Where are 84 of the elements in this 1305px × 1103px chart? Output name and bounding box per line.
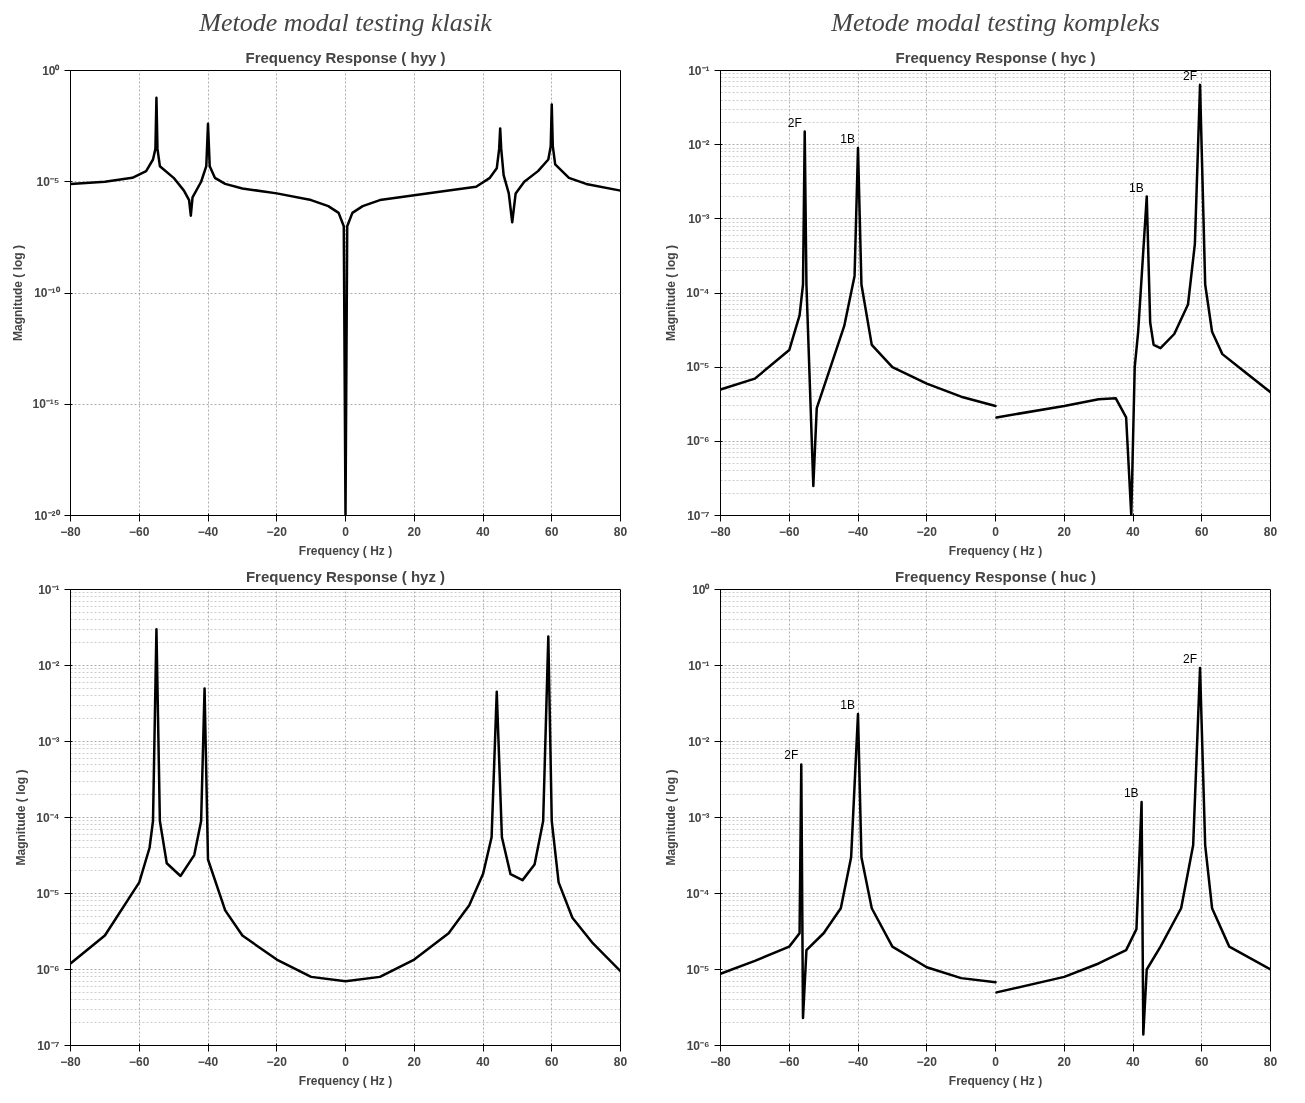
x-tick-label: 20	[407, 1054, 422, 1069]
x-tick-label: −20	[266, 1054, 288, 1069]
chart-subtitle: Frequency Response ( hyc )	[895, 48, 1096, 66]
x-tick-label: −20	[266, 524, 288, 539]
y-tick-label: 10⁻⁷	[37, 1038, 60, 1053]
x-tick-label: −60	[129, 1054, 150, 1069]
x-tick-label: −60	[779, 1054, 800, 1069]
annotation: 1B	[1123, 785, 1139, 800]
x-tick-label: 60	[1195, 1054, 1209, 1069]
x-tick-label: 20	[1057, 524, 1072, 539]
y-tick-label: 10⁻⁵	[36, 174, 60, 189]
x-tick-label: 40	[1126, 524, 1140, 539]
x-tick-label: 40	[476, 524, 490, 539]
chart-title: Metode modal testing kompleks	[830, 7, 1160, 37]
x-tick-label: 0	[342, 1054, 350, 1069]
y-tick-label: 10⁻²	[688, 137, 710, 152]
y-tick-label: 10⁻⁴	[686, 286, 710, 300]
chart-subtitle: Frequency Response ( hyy )	[245, 48, 446, 66]
annotation: 2F	[787, 115, 802, 130]
x-tick-label: −40	[197, 524, 219, 539]
x-axis-title: Frequency ( Hz )	[298, 543, 393, 558]
x-tick-label: 60	[1195, 524, 1209, 539]
x-tick-label: −20	[916, 1054, 938, 1069]
y-tick-label: 10⁻³	[688, 810, 710, 825]
x-axis-title: Frequency ( Hz )	[948, 543, 1043, 558]
y-tick-label: 10⁻⁵	[36, 886, 60, 901]
y-tick-label: 10⁻⁴	[686, 886, 710, 901]
y-tick-label: 10⁻⁵	[686, 962, 710, 977]
x-tick-label: 40	[476, 1054, 490, 1069]
x-tick-label: −80	[710, 1054, 731, 1069]
y-tick-label: 10⁻³	[688, 211, 710, 226]
x-tick-label: 20	[407, 524, 422, 539]
x-tick-label: 40	[1126, 1054, 1140, 1069]
x-axis-title: Frequency ( Hz )	[948, 1073, 1043, 1088]
annotation: 2F	[1183, 68, 1198, 83]
x-tick-label: 80	[1263, 524, 1278, 539]
y-axis-title: Magnitude ( log )	[14, 769, 29, 866]
x-axis-title: Frequency ( Hz )	[298, 1073, 393, 1088]
x-tick-label: −40	[847, 1054, 869, 1069]
annotation: 2F	[784, 748, 799, 763]
x-tick-label: −60	[129, 524, 150, 539]
annotation: 1B	[840, 132, 856, 147]
y-tick-label: 10⁻¹	[688, 658, 710, 673]
x-tick-label: 20	[1057, 1054, 1072, 1069]
x-tick-label: −40	[197, 1054, 219, 1069]
x-tick-label: −80	[60, 524, 81, 539]
y-tick-label: 10⁻²⁰	[34, 508, 61, 523]
y-tick-label: 10⁻⁶	[686, 1038, 710, 1053]
y-tick-label: 10⁰	[42, 63, 61, 78]
y-axis-title: Magnitude ( log )	[664, 769, 679, 866]
x-tick-label: 80	[613, 524, 628, 539]
x-tick-label: 60	[545, 524, 559, 539]
y-tick-label: 10⁻¹⁰	[34, 286, 61, 300]
y-tick-label: 10⁻¹	[38, 582, 60, 597]
y-tick-label: 10⁻¹⁵	[32, 397, 60, 412]
y-tick-label: 10⁻²	[688, 734, 710, 749]
x-tick-label: −20	[916, 524, 938, 539]
y-axis-title: Magnitude ( log )	[10, 245, 25, 341]
x-tick-label: −80	[60, 1054, 81, 1069]
y-tick-label: 10⁻⁴	[36, 810, 60, 825]
x-tick-label: −80	[710, 524, 731, 539]
y-tick-label: 10⁻³	[38, 734, 60, 749]
annotation: 2F	[1183, 651, 1198, 666]
x-tick-label: −60	[779, 524, 800, 539]
y-tick-label: 10⁻²	[38, 658, 60, 673]
x-tick-label: 0	[992, 1054, 1000, 1069]
annotation: 1B	[840, 698, 856, 713]
y-tick-label: 10⁻⁷	[687, 508, 710, 523]
annotation: 1B	[1129, 180, 1144, 195]
y-tick-label: 10⁻⁶	[686, 434, 710, 449]
y-tick-label: 10⁻¹	[688, 63, 710, 78]
x-tick-label: 80	[613, 1054, 628, 1069]
y-tick-label: 10⁻⁶	[36, 962, 60, 977]
chart-title: Metode modal testing klasik	[198, 7, 493, 37]
x-tick-label: −40	[847, 524, 869, 539]
chart-title: Frequency Response ( hyz )	[245, 567, 446, 585]
y-tick-label: 10⁻⁵	[686, 360, 710, 375]
y-tick-label: 10⁰	[692, 582, 711, 597]
chart-title: Frequency Response ( huc )	[895, 567, 1096, 585]
y-axis-title: Magnitude ( log )	[664, 245, 679, 341]
x-tick-label: 0	[342, 524, 350, 539]
x-tick-label: 80	[1263, 1054, 1278, 1069]
x-tick-label: 0	[992, 524, 1000, 539]
x-tick-label: 60	[545, 1054, 559, 1069]
